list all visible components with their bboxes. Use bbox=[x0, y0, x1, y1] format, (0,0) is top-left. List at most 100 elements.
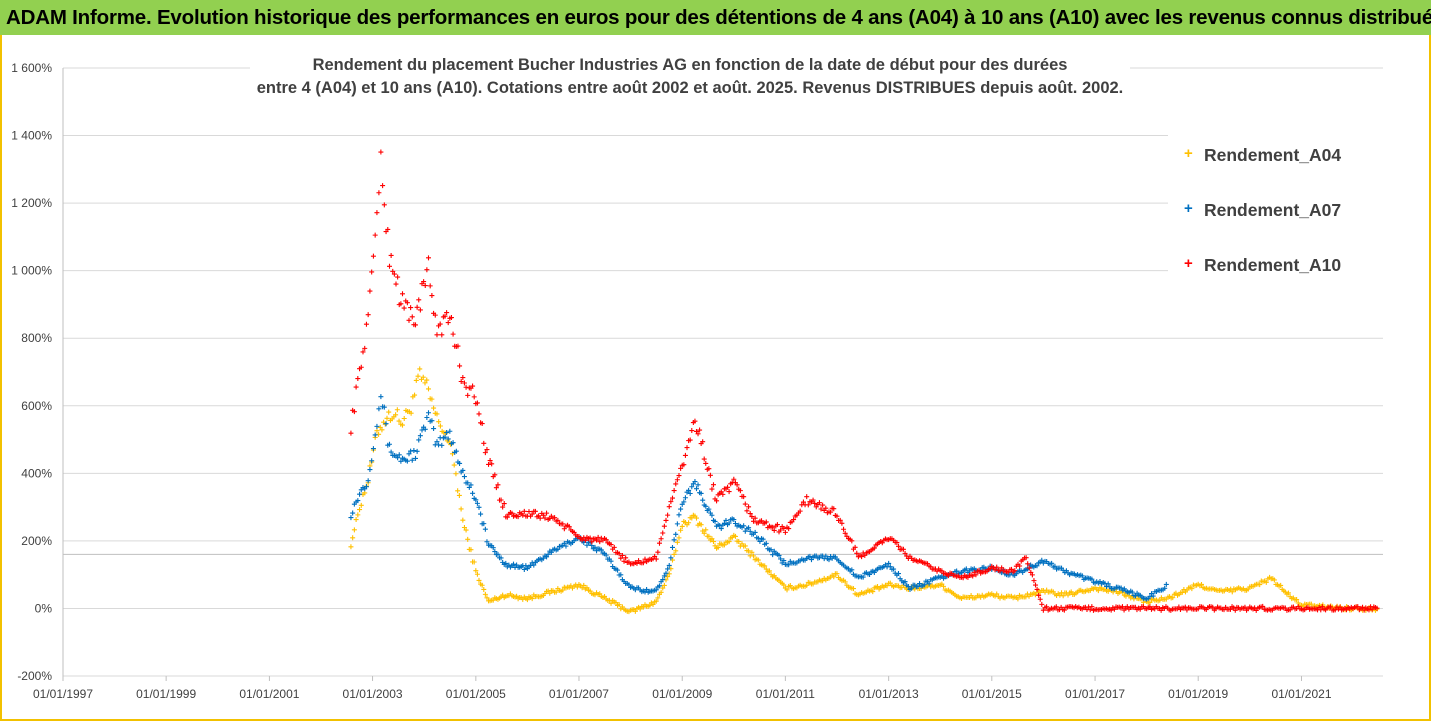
point-rendement-a10 bbox=[401, 305, 407, 311]
point-rendement-a10 bbox=[671, 488, 677, 494]
point-rendement-a10 bbox=[1332, 607, 1338, 613]
point-rendement-a04 bbox=[394, 407, 400, 413]
point-rendement-a10 bbox=[471, 394, 477, 400]
point-rendement-a04 bbox=[560, 587, 566, 593]
point-rendement-a10 bbox=[1355, 604, 1361, 610]
point-rendement-a04 bbox=[553, 589, 559, 595]
point-rendement-a07 bbox=[668, 555, 674, 561]
x-tick-label: 01/01/2017 bbox=[1065, 687, 1125, 701]
point-rendement-a10 bbox=[489, 461, 495, 467]
point-rendement-a04 bbox=[804, 582, 810, 588]
point-rendement-a07 bbox=[660, 577, 666, 583]
point-rendement-a10 bbox=[353, 384, 359, 390]
point-rendement-a04 bbox=[1308, 601, 1314, 607]
point-rendement-a07 bbox=[1150, 593, 1156, 599]
point-rendement-a07 bbox=[703, 503, 709, 509]
point-rendement-a10 bbox=[603, 537, 609, 543]
point-rendement-a07 bbox=[698, 490, 704, 496]
point-rendement-a07 bbox=[742, 528, 748, 534]
point-rendement-a04 bbox=[386, 409, 392, 415]
point-rendement-a10 bbox=[526, 509, 532, 515]
point-rendement-a10 bbox=[668, 499, 674, 505]
point-rendement-a10 bbox=[749, 514, 755, 520]
point-rendement-a10 bbox=[746, 504, 752, 510]
point-rendement-a10 bbox=[623, 555, 629, 561]
point-rendement-a10 bbox=[834, 513, 840, 519]
point-rendement-a04 bbox=[413, 377, 419, 383]
point-rendement-a10 bbox=[640, 560, 646, 566]
chart-title: Rendement du placement Bucher Industries… bbox=[250, 54, 1130, 100]
point-rendement-a07 bbox=[498, 555, 504, 561]
point-rendement-a04 bbox=[994, 591, 1000, 597]
point-rendement-a10 bbox=[655, 549, 661, 555]
point-rendement-a10 bbox=[1374, 605, 1380, 611]
point-rendement-a10 bbox=[973, 572, 979, 578]
point-rendement-a10 bbox=[470, 383, 476, 389]
point-rendement-a07 bbox=[849, 567, 855, 573]
point-rendement-a10 bbox=[363, 321, 369, 327]
point-rendement-a07 bbox=[404, 458, 410, 464]
point-rendement-a04 bbox=[870, 589, 876, 595]
point-rendement-a07 bbox=[383, 421, 389, 427]
point-rendement-a10 bbox=[500, 504, 506, 510]
point-rendement-a04 bbox=[1271, 577, 1277, 583]
point-rendement-a10 bbox=[970, 573, 976, 579]
point-rendement-a07 bbox=[692, 479, 698, 485]
point-rendement-a10 bbox=[1210, 604, 1216, 610]
point-rendement-a04 bbox=[461, 525, 467, 531]
point-rendement-a10 bbox=[532, 508, 538, 514]
point-rendement-a04 bbox=[834, 571, 840, 577]
point-rendement-a10 bbox=[571, 529, 577, 535]
point-rendement-a07 bbox=[665, 566, 671, 572]
point-rendement-a04 bbox=[608, 600, 614, 606]
point-rendement-a10 bbox=[621, 558, 627, 564]
point-rendement-a10 bbox=[994, 564, 1000, 570]
point-rendement-a07 bbox=[896, 571, 901, 577]
point-rendement-a07 bbox=[387, 441, 393, 447]
point-rendement-a10 bbox=[1182, 604, 1188, 610]
point-rendement-a10 bbox=[1061, 607, 1067, 613]
point-rendement-a10 bbox=[1029, 572, 1035, 578]
point-rendement-a10 bbox=[380, 183, 386, 189]
point-rendement-a10 bbox=[682, 452, 688, 458]
legend-marker-a04: + bbox=[1184, 145, 1193, 162]
point-rendement-a07 bbox=[676, 512, 682, 518]
point-rendement-a10 bbox=[752, 515, 758, 521]
point-rendement-a10 bbox=[816, 500, 822, 506]
point-rendement-a10 bbox=[703, 460, 709, 466]
point-rendement-a10 bbox=[351, 409, 357, 415]
point-rendement-a07 bbox=[544, 554, 550, 560]
x-tick-label: 01/01/2007 bbox=[549, 687, 609, 701]
point-rendement-a04 bbox=[1229, 589, 1235, 595]
point-rendement-a04 bbox=[1257, 582, 1263, 588]
point-rendement-a04 bbox=[420, 374, 426, 380]
point-rendement-a04 bbox=[424, 377, 430, 383]
point-rendement-a07 bbox=[1163, 581, 1169, 587]
point-rendement-a04 bbox=[842, 579, 848, 585]
point-rendement-a07 bbox=[450, 440, 456, 446]
point-rendement-a10 bbox=[560, 521, 566, 527]
point-rendement-a04 bbox=[749, 549, 755, 555]
point-rendement-a10 bbox=[461, 380, 467, 386]
point-rendement-a07 bbox=[445, 436, 451, 442]
point-rendement-a10 bbox=[1031, 578, 1037, 584]
point-rendement-a04 bbox=[451, 462, 457, 468]
point-rendement-a07 bbox=[902, 579, 908, 585]
point-rendement-a10 bbox=[367, 288, 373, 294]
point-rendement-a04 bbox=[584, 585, 590, 591]
point-rendement-a10 bbox=[542, 515, 548, 521]
point-rendement-a07 bbox=[388, 449, 394, 455]
point-rendement-a07 bbox=[363, 484, 369, 490]
point-rendement-a07 bbox=[694, 486, 699, 492]
point-rendement-a07 bbox=[669, 544, 675, 550]
point-rendement-a07 bbox=[867, 571, 873, 577]
point-rendement-a07 bbox=[460, 467, 466, 473]
point-rendement-a10 bbox=[782, 529, 788, 535]
point-rendement-a07 bbox=[431, 426, 437, 432]
x-tick-label: 01/01/2021 bbox=[1271, 687, 1331, 701]
point-rendement-a04 bbox=[355, 512, 361, 518]
point-rendement-a10 bbox=[381, 202, 387, 208]
point-rendement-a04 bbox=[458, 506, 464, 512]
point-rendement-a10 bbox=[1242, 604, 1248, 610]
point-rendement-a10 bbox=[370, 253, 376, 259]
